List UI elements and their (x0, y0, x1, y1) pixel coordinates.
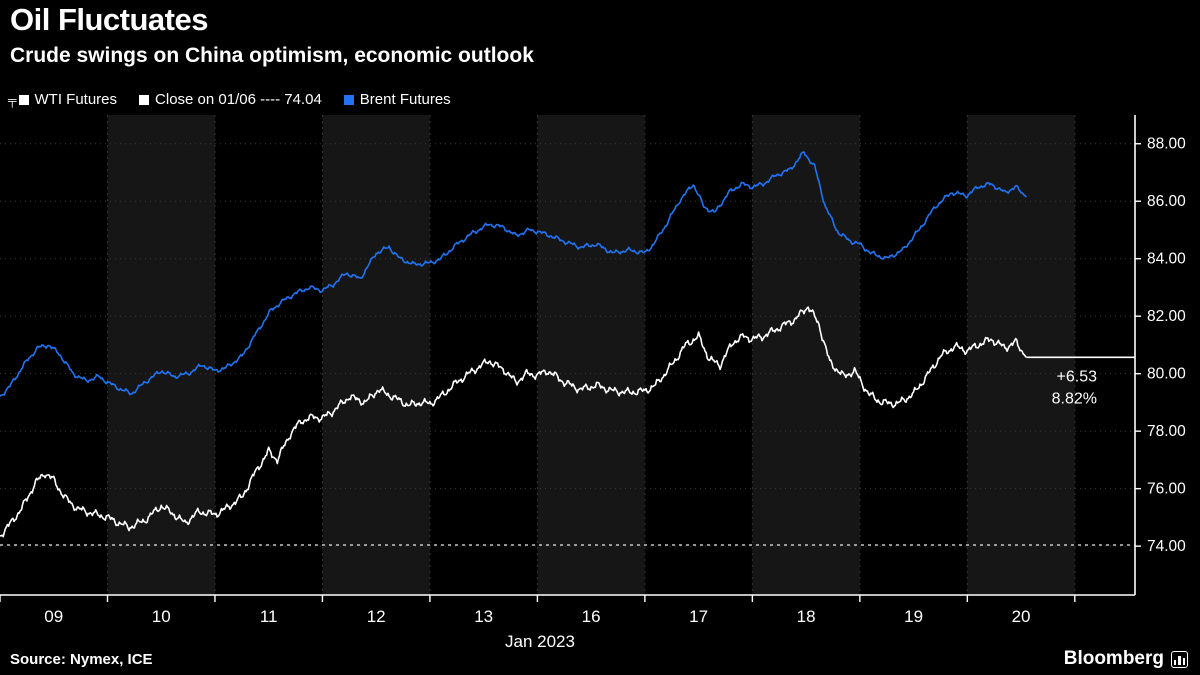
bloomberg-chart-icon (1171, 650, 1188, 668)
svg-text:18: 18 (797, 607, 816, 626)
legend-item-close-line[interactable]: Close on 01/06 ---- 74.04 (139, 91, 322, 108)
svg-text:80.00: 80.00 (1147, 366, 1186, 383)
svg-text:20: 20 (1012, 607, 1031, 626)
svg-text:17: 17 (689, 607, 708, 626)
legend: ╤ WTI Futures Close on 01/06 ---- 74.04 … (8, 91, 473, 108)
legend-item-wti[interactable]: WTI Futures (18, 91, 118, 108)
svg-text:19: 19 (904, 607, 923, 626)
svg-text:Jan 2023: Jan 2023 (505, 632, 575, 651)
svg-text:86.00: 86.00 (1147, 193, 1186, 210)
legend-item-close-label: Close on 01/06 ---- 74.04 (155, 91, 322, 108)
bloomberg-logo: Bloomberg (1064, 648, 1188, 670)
svg-text:11: 11 (260, 607, 278, 626)
svg-text:8.82%: 8.82% (1052, 390, 1097, 407)
svg-text:78.00: 78.00 (1147, 423, 1186, 440)
svg-text:12: 12 (367, 607, 386, 626)
svg-text:88.00: 88.00 (1147, 136, 1186, 153)
svg-text:10: 10 (152, 607, 171, 626)
bloomberg-wordmark: Bloomberg (1063, 648, 1164, 669)
brent-swatch-icon (343, 94, 354, 105)
svg-text:84.00: 84.00 (1147, 251, 1186, 268)
svg-text:82.00: 82.00 (1147, 308, 1186, 325)
legend-item-brent-label: Brent Futures (359, 91, 451, 108)
source-note: Source: Nymex, ICE (10, 651, 153, 668)
page-title: Oil Fluctuates (10, 2, 208, 37)
close-line-swatch-icon (139, 94, 150, 105)
page-subtitle: Crude swings on China optimism, economic… (10, 44, 534, 67)
legend-item-brent[interactable]: Brent Futures (343, 91, 451, 108)
legend-item-wti-label: WTI Futures (34, 91, 118, 108)
svg-text:09: 09 (44, 607, 63, 626)
price-chart-canvas[interactable]: 74.00 76.00 78.00 80.00 82.00 84.00 86.00 88.00… (0, 112, 1200, 652)
svg-text:+6.53: +6.53 (1057, 368, 1098, 385)
svg-text:74.00: 74.00 (1147, 538, 1186, 555)
wti-swatch-icon (18, 94, 29, 105)
legend-key-icon: ╤ (8, 92, 17, 107)
svg-text:76.00: 76.00 (1147, 481, 1186, 498)
svg-text:16: 16 (582, 607, 601, 626)
svg-text:13: 13 (474, 607, 493, 626)
